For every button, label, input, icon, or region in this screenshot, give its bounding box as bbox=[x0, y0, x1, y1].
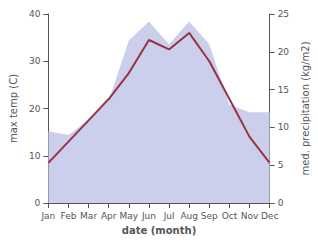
svg-text:15: 15 bbox=[278, 85, 289, 95]
svg-text:Apr: Apr bbox=[101, 211, 117, 221]
svg-text:10: 10 bbox=[29, 151, 41, 161]
svg-text:25: 25 bbox=[278, 9, 289, 19]
svg-text:20: 20 bbox=[29, 104, 41, 114]
svg-text:0: 0 bbox=[35, 198, 41, 208]
svg-text:Oct: Oct bbox=[222, 211, 238, 221]
svg-text:5: 5 bbox=[278, 160, 284, 170]
svg-text:30: 30 bbox=[29, 56, 41, 66]
svg-text:Dec: Dec bbox=[261, 211, 278, 221]
svg-text:Nov: Nov bbox=[241, 211, 259, 221]
svg-text:20: 20 bbox=[278, 47, 290, 57]
svg-text:Aug: Aug bbox=[180, 211, 198, 221]
svg-text:40: 40 bbox=[29, 9, 41, 19]
svg-text:Jan: Jan bbox=[40, 211, 55, 221]
svg-text:Jul: Jul bbox=[163, 211, 175, 221]
svg-text:Feb: Feb bbox=[61, 211, 77, 221]
svg-text:date (month): date (month) bbox=[122, 225, 196, 236]
svg-text:10: 10 bbox=[278, 122, 290, 132]
svg-text:Mar: Mar bbox=[80, 211, 97, 221]
svg-text:0: 0 bbox=[278, 198, 284, 208]
svg-text:Jun: Jun bbox=[141, 211, 156, 221]
svg-text:max temp (C): max temp (C) bbox=[8, 74, 19, 143]
svg-text:Sep: Sep bbox=[201, 211, 218, 221]
svg-text:May: May bbox=[120, 211, 139, 221]
svg-text:med. precipitation (kg/m2): med. precipitation (kg/m2) bbox=[300, 41, 311, 175]
